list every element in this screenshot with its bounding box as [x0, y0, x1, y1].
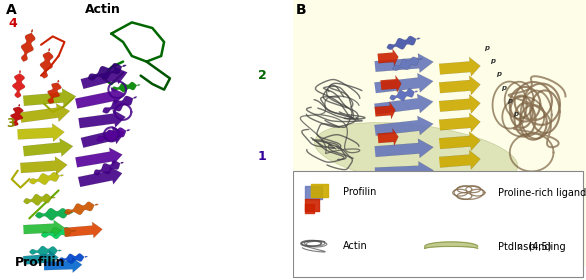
Polygon shape — [439, 76, 481, 95]
Polygon shape — [64, 222, 103, 238]
Polygon shape — [377, 129, 398, 146]
Polygon shape — [23, 138, 73, 157]
Text: Proline-rich ligands: Proline-rich ligands — [498, 188, 586, 198]
Polygon shape — [40, 48, 53, 78]
FancyBboxPatch shape — [293, 0, 586, 266]
Polygon shape — [44, 258, 82, 273]
Polygon shape — [20, 157, 67, 175]
Polygon shape — [387, 36, 420, 50]
Polygon shape — [75, 148, 122, 167]
Text: p: p — [502, 85, 506, 91]
Polygon shape — [11, 104, 23, 126]
Polygon shape — [111, 82, 140, 92]
Text: 2: 2 — [517, 244, 522, 250]
Text: binding: binding — [526, 242, 565, 252]
Text: 2: 2 — [258, 69, 267, 82]
Polygon shape — [374, 94, 433, 114]
Ellipse shape — [315, 123, 517, 186]
Polygon shape — [79, 109, 125, 128]
Polygon shape — [374, 53, 434, 73]
Polygon shape — [18, 123, 64, 142]
Polygon shape — [23, 220, 64, 236]
Polygon shape — [29, 172, 64, 185]
Polygon shape — [23, 88, 76, 107]
Polygon shape — [94, 161, 124, 175]
Polygon shape — [81, 126, 125, 148]
Text: B: B — [296, 3, 306, 17]
Polygon shape — [41, 227, 76, 239]
Polygon shape — [75, 87, 125, 109]
Polygon shape — [390, 89, 418, 101]
Polygon shape — [374, 73, 433, 93]
Polygon shape — [439, 150, 481, 169]
Polygon shape — [12, 70, 25, 98]
Polygon shape — [64, 202, 98, 215]
Polygon shape — [81, 67, 127, 89]
Polygon shape — [47, 80, 62, 104]
Polygon shape — [374, 102, 396, 119]
Text: 4: 4 — [9, 17, 18, 30]
Polygon shape — [21, 29, 35, 62]
Polygon shape — [393, 57, 423, 71]
Polygon shape — [23, 194, 55, 206]
Polygon shape — [374, 116, 433, 136]
Text: p: p — [496, 71, 500, 78]
Polygon shape — [59, 253, 88, 264]
Polygon shape — [374, 139, 434, 158]
Polygon shape — [20, 104, 70, 123]
Text: Actin: Actin — [343, 241, 367, 251]
FancyBboxPatch shape — [293, 171, 583, 277]
Polygon shape — [375, 162, 434, 181]
Polygon shape — [23, 251, 59, 266]
Text: p: p — [507, 98, 512, 104]
Text: Profilin: Profilin — [343, 186, 376, 197]
Text: p: p — [513, 111, 518, 117]
Polygon shape — [103, 96, 137, 113]
Polygon shape — [35, 208, 73, 220]
Polygon shape — [29, 246, 62, 257]
Polygon shape — [78, 167, 122, 187]
Polygon shape — [439, 132, 481, 151]
Text: Profilin: Profilin — [15, 256, 65, 269]
Polygon shape — [380, 75, 401, 92]
Polygon shape — [439, 94, 481, 113]
Text: 1: 1 — [258, 150, 267, 163]
Polygon shape — [439, 113, 481, 132]
Polygon shape — [375, 183, 434, 202]
Polygon shape — [88, 63, 127, 80]
Text: p: p — [484, 45, 489, 51]
Polygon shape — [439, 57, 481, 76]
Polygon shape — [425, 242, 478, 249]
Text: PtdIns(4,5): PtdIns(4,5) — [498, 242, 551, 252]
Text: A: A — [6, 3, 16, 17]
Polygon shape — [377, 49, 398, 66]
Text: 3: 3 — [6, 117, 15, 130]
Text: p: p — [490, 58, 495, 64]
Polygon shape — [97, 127, 130, 142]
Text: Actin: Actin — [84, 3, 121, 16]
